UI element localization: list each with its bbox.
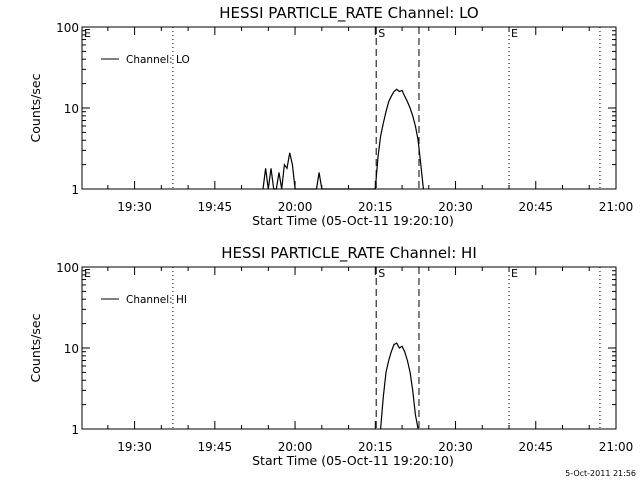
panel-2-y-axis-title: Counts/sec	[28, 313, 43, 382]
panel-2-x-tick-label: 19:45	[198, 440, 233, 454]
panel-1-x-axis-title: Start Time (05-Oct-11 19:20:10)	[252, 213, 454, 228]
panel-1-title: HESSI PARTICLE_RATE Channel: LO	[219, 4, 478, 23]
panel-1-series-line	[262, 88, 424, 190]
panel-1-legend-label: Channel: LO	[126, 54, 190, 66]
panel-2-x-tick-label: 19:30	[117, 440, 152, 454]
panel-2-x-axis-title: Start Time (05-Oct-11 19:20:10)	[252, 453, 454, 468]
panel-2-x-tick-label: 20:15	[358, 440, 393, 454]
panel-2-x-tick-label: 21:00	[599, 440, 634, 454]
panel-2-legend-label: Channel: HI	[126, 294, 187, 306]
panel-2-y-tick-label: 10	[64, 342, 79, 356]
panel-2-plot-frame	[81, 266, 617, 430]
panel-1-marker-label: S	[378, 27, 385, 40]
panel-2-y-tick-label: 1	[71, 423, 79, 437]
panel-2-x-tick-label: 20:30	[438, 440, 473, 454]
panel-2-y-tick-label: 100	[56, 261, 79, 275]
panel-1-x-tick-label: 20:15	[358, 200, 393, 214]
panel-1-x-tick-label: 19:45	[198, 200, 233, 214]
panel-1-y-axis-title: Counts/sec	[28, 73, 43, 142]
panel-2-series-line	[380, 342, 419, 430]
panel-1-x-tick-label: 20:30	[438, 200, 473, 214]
panel-2-marker-label: E	[511, 267, 518, 280]
panel-1-x-tick-label: 21:00	[599, 200, 634, 214]
panel-1-y-tick-label: 10	[64, 102, 79, 116]
panel-2-x-tick-label: 20:45	[518, 440, 553, 454]
panel-1-marker-label: E	[84, 27, 91, 40]
panel-1-x-tick-label: 20:00	[278, 200, 313, 214]
panel-2-x-tick-label: 20:00	[278, 440, 313, 454]
timestamp-footer: 5-Oct-2011 21:56	[565, 469, 636, 478]
panel-1-marker-label: E	[511, 27, 518, 40]
panel-1-y-tick-label: 1	[71, 183, 79, 197]
panel-2-marker-label: S	[378, 267, 385, 280]
panel-1-y-tick-label: 100	[56, 21, 79, 35]
panel-1-x-tick-label: 19:30	[117, 200, 152, 214]
panel-1-plot-frame	[81, 26, 617, 190]
panel-1-x-tick-label: 20:45	[518, 200, 553, 214]
panel-2-marker-label: E	[84, 267, 91, 280]
panel-2-title: HESSI PARTICLE_RATE Channel: HI	[221, 244, 477, 263]
